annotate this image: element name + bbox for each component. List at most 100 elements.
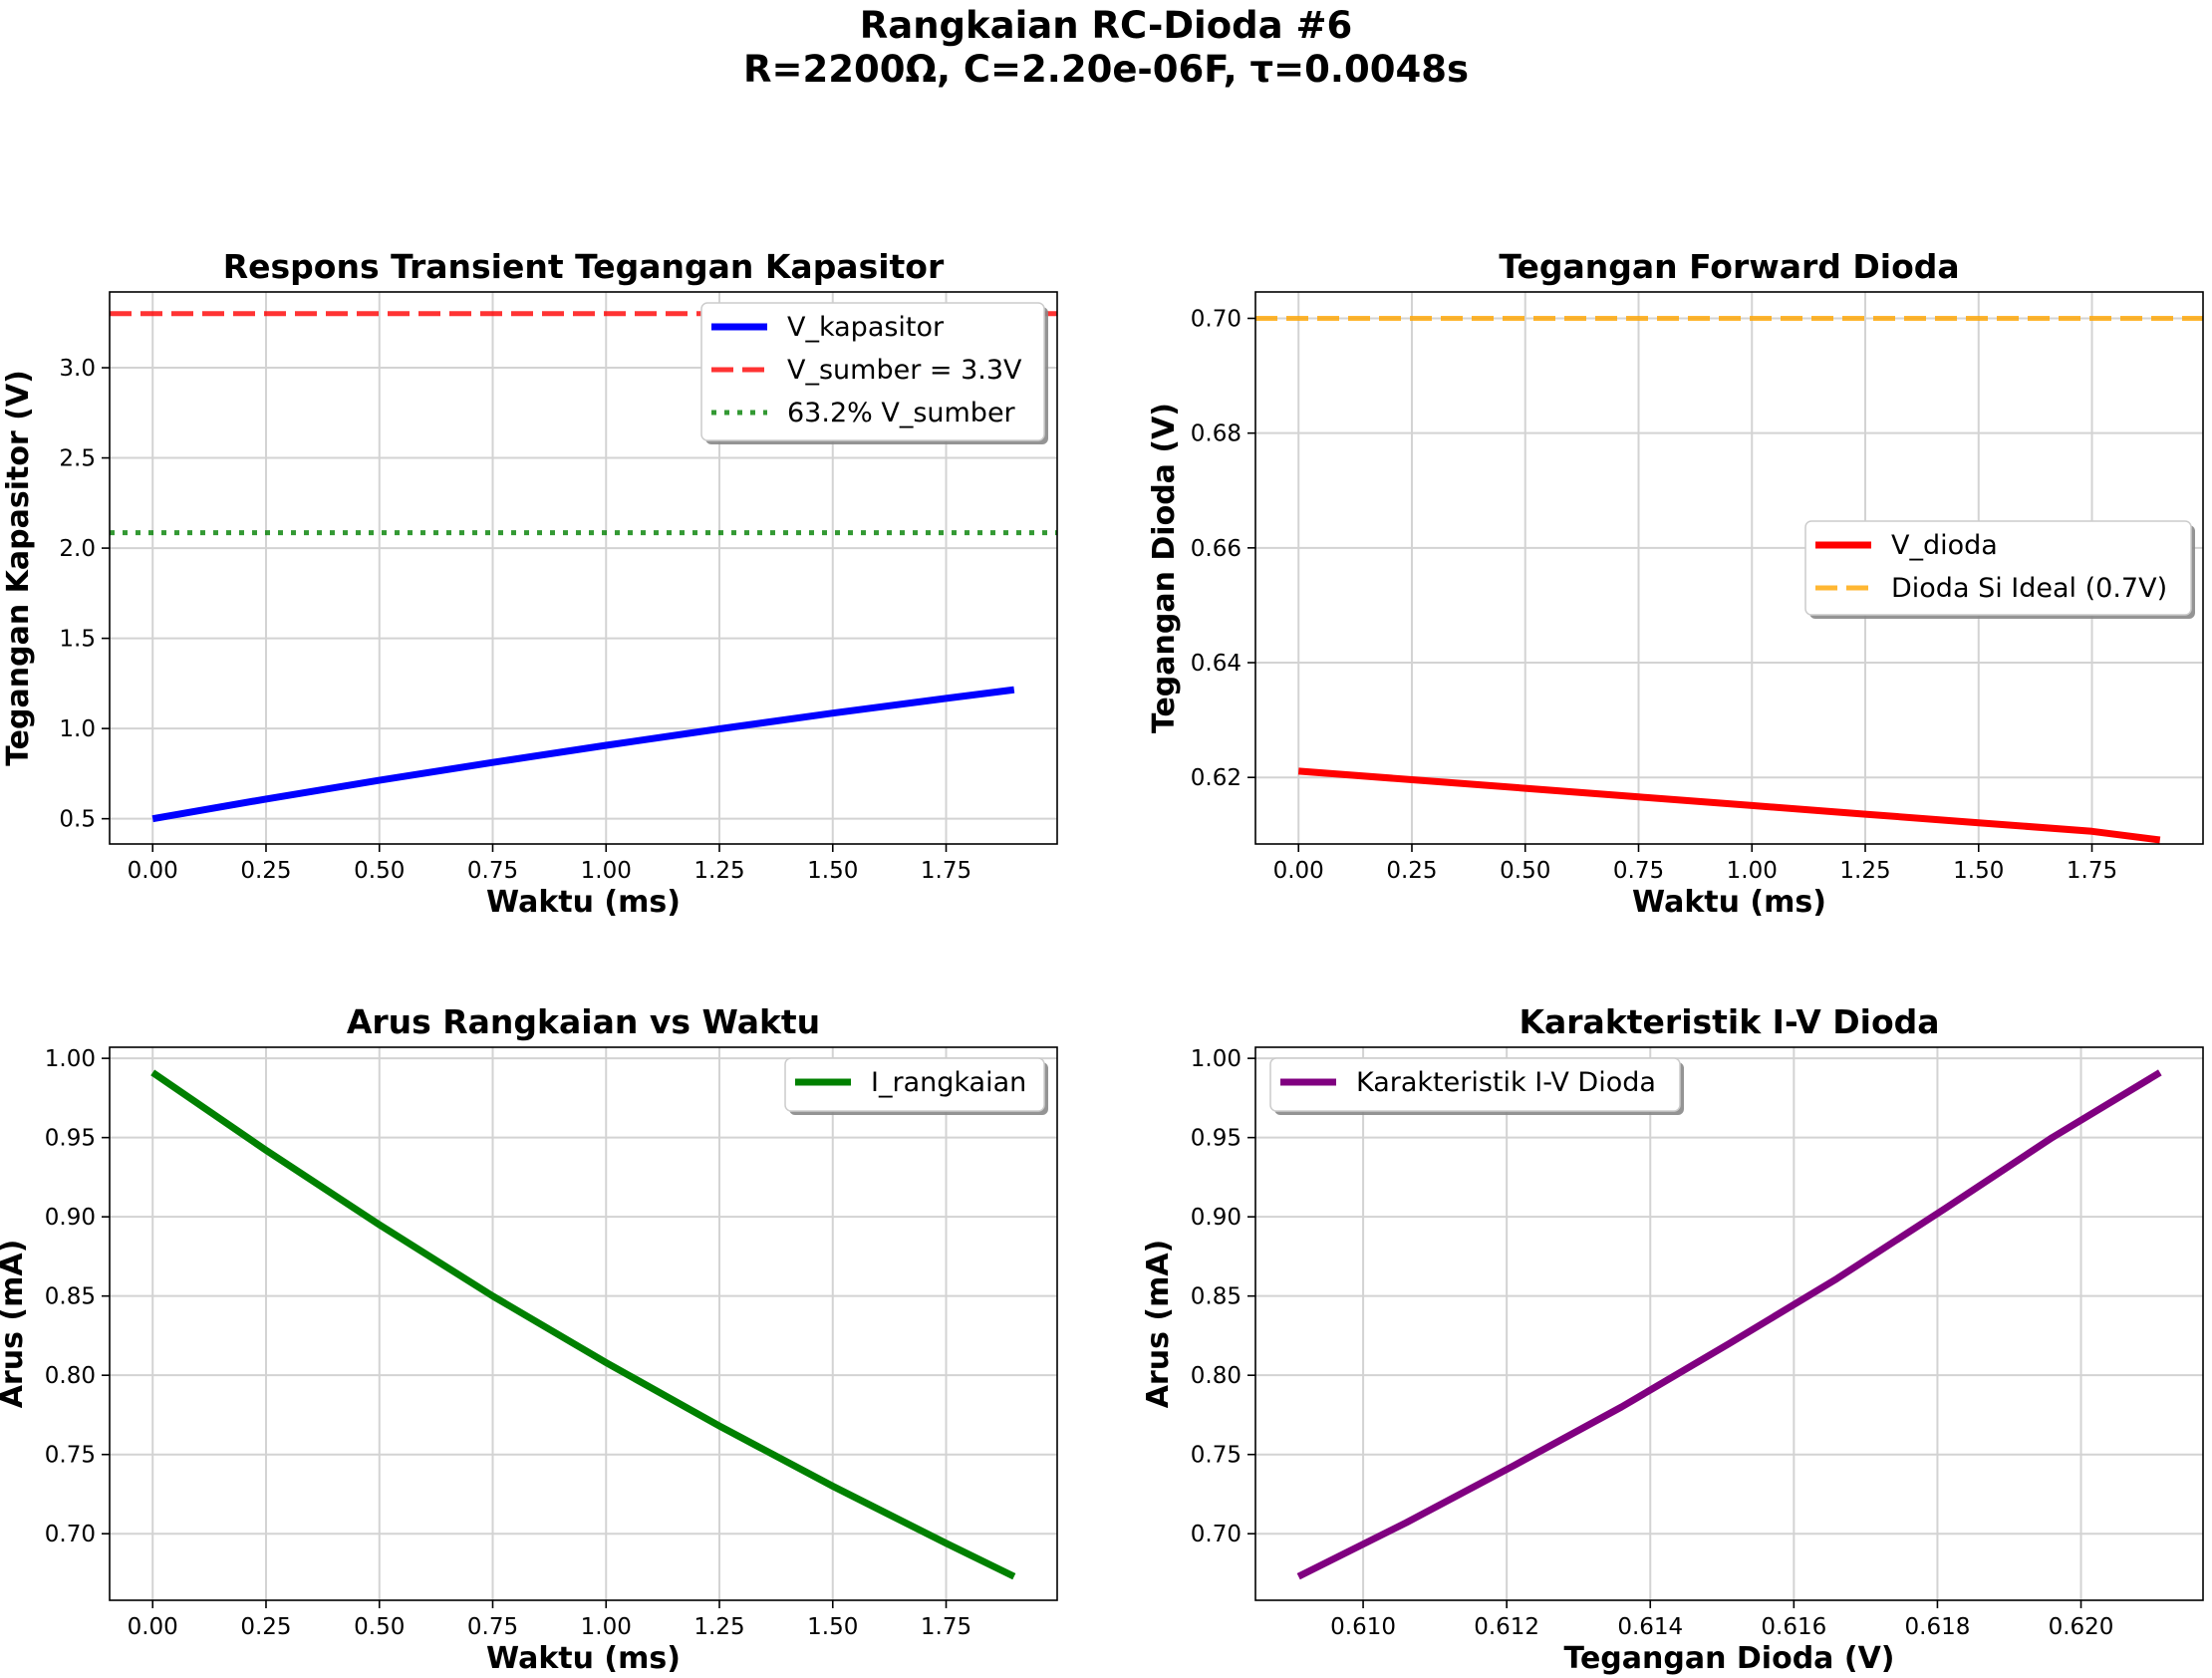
x-tick-label: 0.616	[1761, 1614, 1826, 1640]
x-tick-label: 1.00	[581, 858, 632, 884]
legend: Karakteristik I-V Dioda	[1269, 1057, 1684, 1115]
figure-title-line2: R=2200Ω, C=2.20e-06F, τ=0.0048s	[743, 48, 1469, 91]
y-tick-label: 0.80	[1191, 1363, 1242, 1389]
legend-label: V_dioda	[1891, 530, 1998, 561]
x-tick-label: 0.620	[2049, 1614, 2114, 1640]
legend-box	[1269, 1057, 1681, 1112]
subplot-title: Respons Transient Tegangan Kapasitor	[223, 247, 945, 286]
x-axis-label: Tegangan Dioda (V)	[1563, 1641, 1894, 1676]
x-tick-label: 1.75	[921, 1614, 971, 1640]
y-tick-label: 0.90	[45, 1205, 96, 1231]
y-tick-label: 0.70	[1191, 306, 1242, 332]
axes-frame	[109, 1046, 1058, 1601]
subplot-2: 0.00 0.25 0.50 0.75 1.00 1.25 1.50 1.75 0.62 0.64…	[1147, 247, 2204, 920]
y-tick-label: 1.00	[45, 1046, 96, 1072]
x-tick-label: 1.00	[581, 1614, 632, 1640]
x-tick-label: 0.00	[128, 1614, 178, 1640]
y-tick-label: 0.62	[1191, 765, 1242, 791]
series-1-line	[151, 686, 1015, 823]
x-tick-label: 0.618	[1905, 1614, 1971, 1640]
x-axis-label: Waktu (ms)	[486, 1641, 681, 1676]
x-tick-label: 0.50	[354, 1614, 405, 1640]
subplot-4: 0.610 0.612 0.614 0.616 0.618 0.620 0.70 0.75 0.…	[1141, 1002, 2204, 1676]
series-1-line	[150, 1069, 1016, 1580]
legend-box	[784, 1057, 1045, 1112]
y-tick-label: 1.5	[59, 627, 96, 653]
y-tick-label: 0.85	[45, 1284, 96, 1310]
legend-box	[700, 302, 1045, 441]
y-tick-label: 0.80	[45, 1363, 96, 1389]
y-tick-label: 0.95	[1191, 1126, 1242, 1152]
x-tick-label: 0.00	[128, 858, 178, 884]
x-tick-label: 0.614	[1617, 1614, 1683, 1640]
plot-area	[150, 1069, 1016, 1580]
x-axis-label: Waktu (ms)	[1632, 885, 1826, 920]
x-tick-label: 0.25	[1386, 858, 1437, 884]
y-tick-label: 0.70	[1191, 1522, 1242, 1547]
legend-label: Dioda Si Ideal (0.7V)	[1891, 573, 2167, 604]
series-1-line	[1297, 767, 2161, 844]
axes-frame	[109, 291, 1058, 845]
y-tick-label: 0.75	[1191, 1443, 1242, 1469]
figure-title-line1: Rangkaian RC-Dioda #6	[860, 4, 1352, 47]
y-tick-label: 0.75	[45, 1443, 96, 1469]
x-tick-label: 0.50	[354, 858, 405, 884]
x-tick-label: 0.612	[1474, 1614, 1539, 1640]
legend: I_rangkaian	[784, 1057, 1048, 1115]
subplot-title: Tegangan Forward Dioda	[1499, 247, 1959, 286]
plot-area	[1296, 1069, 2162, 1580]
x-tick-label: 0.610	[1330, 1614, 1396, 1640]
legend-label: V_kapasitor	[787, 312, 945, 343]
subplot-title: Karakteristik I-V Dioda	[1519, 1002, 1939, 1041]
axes-frame	[1254, 1046, 2204, 1601]
subplot-1: 0.00 0.25 0.50 0.75 1.00 1.25 1.50 1.75 0.5 1.0 1.…	[1, 247, 1058, 920]
x-tick-label: 0.75	[467, 858, 518, 884]
y-tick-label: 0.64	[1191, 651, 1242, 677]
x-tick-label: 1.25	[693, 858, 744, 884]
legend-label: V_sumber = 3.3V	[787, 355, 1022, 386]
y-tick-label: 0.68	[1191, 421, 1242, 447]
x-tick-label: 1.75	[2067, 858, 2117, 884]
x-tick-label: 0.00	[1273, 858, 1324, 884]
x-tick-label: 0.50	[1500, 858, 1550, 884]
y-axis-label: Arus (mA)	[0, 1240, 30, 1409]
x-tick-label: 0.75	[467, 1614, 518, 1640]
y-tick-label: 1.0	[59, 716, 96, 742]
x-tick-label: 1.25	[1839, 858, 1890, 884]
x-tick-label: 1.50	[807, 858, 858, 884]
legend-label: Karakteristik I-V Dioda	[1356, 1067, 1656, 1098]
x-tick-label: 1.00	[1727, 858, 1778, 884]
x-tick-label: 1.75	[921, 858, 971, 884]
legend-box	[1804, 520, 2192, 616]
y-tick-label: 0.66	[1191, 536, 1242, 562]
legend-label: I_rangkaian	[871, 1067, 1026, 1098]
subplot-title: Arus Rangkaian vs Waktu	[347, 1002, 820, 1041]
x-tick-label: 1.50	[1953, 858, 2004, 884]
legend-label: 63.2% V_sumber	[787, 398, 1016, 428]
axes-frame	[1254, 291, 2204, 845]
subplot-3: 0.00 0.25 0.50 0.75 1.00 1.25 1.50 1.75 0.70 0.75…	[0, 1002, 1058, 1676]
plot-area	[1255, 315, 2203, 844]
y-axis-label: Tegangan Kapasitor (V)	[1, 370, 36, 766]
x-tick-label: 0.75	[1613, 858, 1664, 884]
legend: V_kapasitor V_sumber = 3.3V 63.2% V_sumber	[700, 302, 1048, 444]
x-tick-label: 1.50	[807, 1614, 858, 1640]
y-axis-label: Arus (mA)	[1141, 1240, 1176, 1409]
y-tick-label: 0.5	[59, 807, 96, 833]
y-tick-label: 0.95	[45, 1126, 96, 1152]
y-tick-label: 2.5	[59, 446, 96, 472]
legend: V_dioda Dioda Si Ideal (0.7V)	[1804, 520, 2195, 619]
y-axis-label: Tegangan Dioda (V)	[1147, 403, 1182, 733]
x-axis-label: Waktu (ms)	[486, 885, 681, 920]
series-1-line	[1296, 1069, 2162, 1580]
x-tick-label: 1.25	[693, 1614, 744, 1640]
y-tick-label: 0.85	[1191, 1284, 1242, 1310]
y-tick-label: 0.90	[1191, 1205, 1242, 1231]
y-tick-label: 3.0	[59, 356, 96, 382]
x-tick-label: 0.25	[240, 1614, 291, 1640]
y-tick-label: 0.70	[45, 1522, 96, 1547]
x-tick-label: 0.25	[240, 858, 291, 884]
y-tick-label: 2.0	[59, 536, 96, 562]
y-tick-label: 1.00	[1191, 1046, 1242, 1072]
